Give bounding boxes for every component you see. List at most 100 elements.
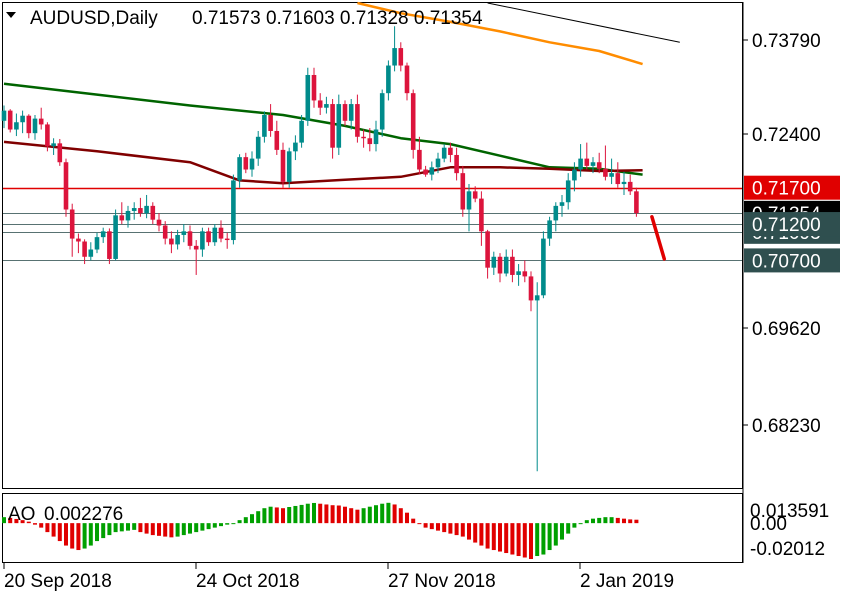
ao-bar: [206, 523, 211, 530]
ao-bar: [516, 523, 521, 557]
ao-bar: [634, 519, 639, 524]
price-tag-box: [744, 248, 840, 273]
candle-body: [423, 169, 428, 175]
ao-bar: [119, 523, 124, 532]
ao-bar: [361, 508, 366, 524]
candle: [187, 225, 193, 250]
candle-body: [435, 158, 441, 168]
candle: [590, 157, 596, 174]
ao-bar: [380, 503, 385, 524]
ao-bar: [529, 523, 533, 560]
candle: [1, 105, 7, 129]
ao-bar: [45, 523, 50, 533]
candle: [286, 147, 292, 188]
price-tick-label: 0.72400: [752, 125, 821, 146]
candle-body: [255, 136, 261, 159]
candle: [503, 249, 509, 277]
candle: [7, 109, 13, 133]
ao-bar: [417, 523, 422, 525]
date-tick-label: 27 Nov 2018: [388, 571, 496, 592]
candle-body: [367, 138, 373, 145]
candle-body: [460, 173, 466, 210]
candle-body: [131, 208, 137, 211]
candle: [63, 158, 69, 217]
candle: [255, 130, 261, 166]
candle-body: [510, 256, 515, 275]
candle: [218, 220, 224, 243]
candle-body: [627, 181, 633, 192]
ao-bar: [305, 503, 310, 524]
candle: [367, 128, 373, 152]
candle: [193, 240, 199, 275]
ao-bar: [467, 523, 471, 540]
ao-bar: [281, 508, 285, 524]
ao-bar: [386, 502, 391, 524]
candle: [355, 94, 360, 143]
candle-body: [69, 209, 75, 239]
candle-body: [386, 65, 391, 94]
candle: [361, 129, 366, 148]
candle-body: [144, 205, 149, 214]
candle: [169, 231, 174, 254]
ao-bar: [250, 514, 254, 524]
candle-body: [94, 237, 100, 250]
ao-bar: [498, 523, 502, 552]
candle: [311, 67, 317, 108]
candle: [212, 224, 218, 246]
candle: [553, 202, 559, 232]
candle: [305, 67, 311, 126]
candle-body: [634, 191, 639, 214]
candle: [565, 173, 571, 210]
candle-body: [466, 191, 472, 210]
candle-body: [150, 205, 156, 220]
candle-body: [100, 231, 106, 238]
ao-bar: [460, 523, 465, 537]
candle: [20, 110, 25, 134]
ao-bar: [349, 508, 354, 524]
candle-body: [410, 93, 416, 150]
candle-body: [392, 48, 397, 66]
candle-body: [522, 271, 528, 277]
ao-bar: [367, 506, 372, 524]
price-tick-label: 0.69620: [752, 319, 821, 340]
candle-body: [491, 256, 497, 268]
price-tick-label: 0.68230: [752, 416, 821, 437]
candle: [82, 239, 87, 265]
ao-bar: [268, 506, 273, 524]
candle-body: [355, 104, 360, 137]
candle-body: [26, 115, 32, 134]
ao-bar: [392, 504, 397, 524]
candle: [342, 100, 348, 126]
ao-bar: [231, 523, 236, 525]
ao-bar: [436, 523, 440, 531]
ao-bar: [454, 523, 459, 536]
candle: [609, 158, 614, 185]
price-axis: 0.73790 0.72400 0.69620 0.68230: [743, 31, 821, 437]
resistance-price-tag: 0.71700: [744, 175, 840, 200]
candle-body: [268, 114, 273, 131]
candle-body: [305, 74, 311, 121]
candle: [516, 264, 521, 286]
ao-bar: [330, 505, 335, 524]
candle-body: [113, 215, 118, 259]
candle-body: [45, 124, 50, 147]
candle-body: [503, 256, 509, 274]
ao-bar: [522, 523, 527, 558]
ao-bar: [169, 523, 174, 538]
dropdown-triangle-icon[interactable]: [6, 12, 16, 18]
candle: [51, 138, 56, 155]
candlesticks: [1, 26, 639, 472]
candle: [274, 120, 280, 155]
candle-body: [448, 147, 453, 155]
candle: [485, 229, 490, 279]
candle-body: [218, 227, 224, 239]
candle-body: [379, 93, 385, 130]
date-tick-label: 2 Jan 2019: [580, 571, 674, 592]
candle-body: [107, 231, 112, 259]
candle-body: [572, 169, 577, 181]
candle: [119, 202, 125, 225]
candle-body: [373, 129, 379, 145]
candle-body: [541, 238, 546, 296]
candle-body: [88, 249, 94, 257]
